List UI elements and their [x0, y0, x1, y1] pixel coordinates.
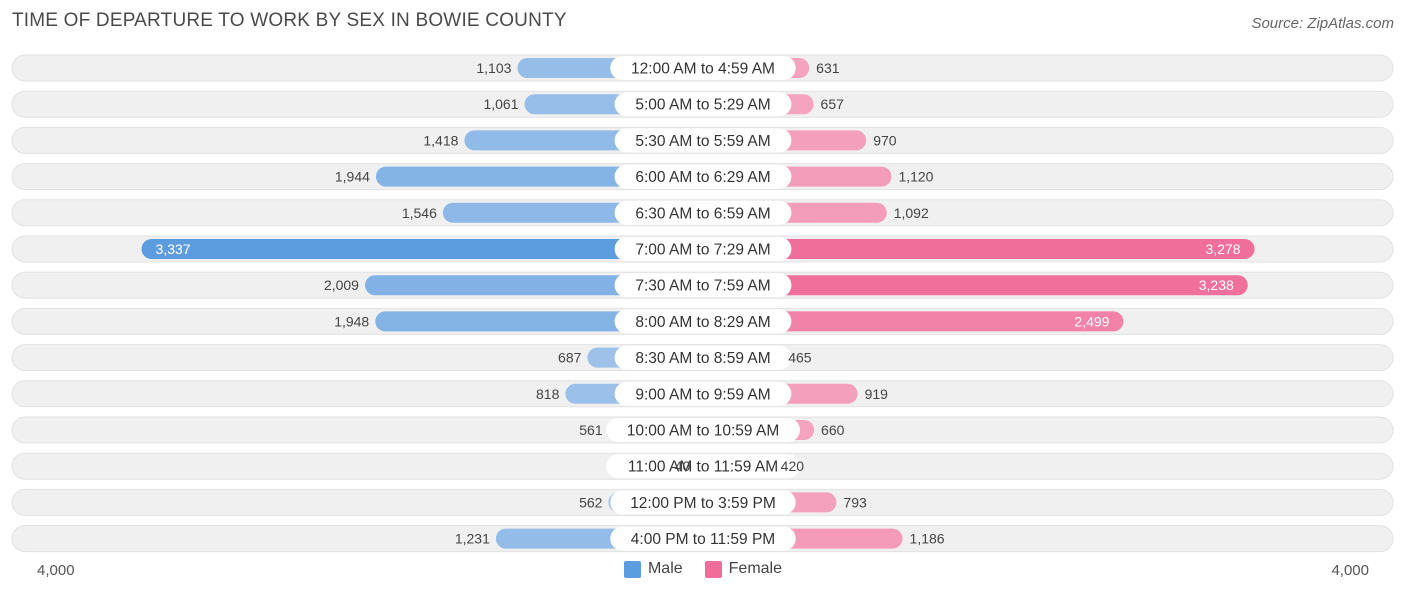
- category-label: 12:00 AM to 4:59 AM: [631, 61, 775, 78]
- category-pill: [606, 454, 800, 479]
- category-pill: [614, 92, 792, 117]
- category-pill: [610, 490, 796, 515]
- source-label: Source: ZipAtlas.com: [1251, 15, 1394, 32]
- category-label: 9:00 AM to 9:59 AM: [635, 386, 770, 403]
- male-value-label: 687: [558, 350, 582, 366]
- female-value-label: 2,499: [1074, 313, 1109, 329]
- category-pill: [606, 418, 800, 442]
- legend-label-male: Male: [647, 560, 683, 577]
- category-label: 10:00 AM to 10:59 AM: [627, 423, 780, 440]
- axis-left-label: 4,000: [37, 562, 75, 579]
- male-value-label: 562: [579, 494, 603, 510]
- category-pill: [614, 237, 792, 261]
- male-value-label: 40: [675, 458, 691, 474]
- category-label: 12:00 PM to 3:59 PM: [630, 495, 776, 512]
- female-value-label: 3,278: [1205, 241, 1240, 257]
- male-value-label: 2,009: [324, 277, 359, 293]
- male-value-label: 1,418: [423, 132, 458, 148]
- male-value-label: 561: [579, 422, 603, 438]
- female-value-label: 420: [781, 458, 805, 474]
- male-value-label: 1,231: [455, 531, 490, 547]
- diverging-bar-chart: 12:00 AM to 4:59 AM 1,103 631 5:00 AM to 5:…: [11, 54, 1394, 553]
- category-label: 5:00 AM to 5:29 AM: [635, 97, 770, 114]
- female-value-label: 1,186: [910, 531, 945, 547]
- female-value-label: 657: [821, 96, 845, 112]
- category-pill: [614, 345, 792, 370]
- chart-legend: Male Female: [0, 560, 1406, 578]
- female-bar: [693, 275, 1248, 296]
- category-pill: [614, 273, 792, 298]
- chart-title: TIME OF DEPARTURE TO WORK BY SEX IN BOWI…: [12, 10, 567, 31]
- legend-swatch-male: [623, 560, 641, 578]
- axis-right-label: 4,000: [1331, 562, 1369, 579]
- female-value-label: 1,092: [894, 205, 929, 221]
- category-pill: [610, 526, 796, 551]
- male-value-label: 3,337: [156, 241, 191, 257]
- male-value-label: 1,103: [476, 60, 511, 76]
- category-label: 7:00 AM to 7:29 AM: [635, 242, 770, 259]
- female-value-label: 660: [821, 422, 845, 438]
- legend-item-female[interactable]: Female: [704, 560, 783, 578]
- female-value-label: 970: [873, 132, 897, 148]
- female-value-label: 1,120: [898, 169, 933, 185]
- category-label: 5:30 AM to 5:59 AM: [635, 133, 770, 150]
- category-pill: [614, 164, 792, 189]
- male-value-label: 818: [536, 386, 560, 402]
- category-label: 7:30 AM to 7:59 AM: [635, 278, 770, 295]
- female-value-label: 919: [865, 386, 889, 402]
- male-value-label: 1,948: [334, 313, 369, 329]
- category-label: 8:00 AM to 8:29 AM: [635, 314, 770, 331]
- category-pill: [614, 128, 792, 153]
- legend-label-female: Female: [728, 560, 783, 577]
- female-value-label: 793: [843, 494, 867, 510]
- male-bar: [141, 239, 713, 259]
- female-value-label: 631: [816, 60, 840, 76]
- legend-item-male[interactable]: Male: [623, 560, 683, 578]
- category-label: 6:00 AM to 6:29 AM: [635, 169, 770, 186]
- male-value-label: 1,546: [402, 205, 437, 221]
- category-label: 8:30 AM to 8:59 AM: [635, 350, 770, 367]
- legend-swatch-female: [704, 560, 722, 578]
- female-value-label: 465: [788, 350, 812, 366]
- category-pill: [614, 200, 792, 225]
- category-label: 6:30 AM to 6:59 AM: [635, 205, 770, 222]
- male-value-label: 1,061: [483, 96, 518, 112]
- category-pill: [610, 56, 796, 80]
- category-label: 11:00 AM to 11:59 AM: [628, 459, 778, 476]
- category-pill: [614, 381, 792, 406]
- male-value-label: 1,944: [335, 169, 370, 185]
- category-label: 4:00 PM to 11:59 PM: [631, 531, 775, 548]
- female-bar: [693, 311, 1124, 332]
- female-value-label: 3,238: [1199, 277, 1234, 293]
- category-pill: [614, 309, 792, 334]
- female-bar: [693, 239, 1255, 259]
